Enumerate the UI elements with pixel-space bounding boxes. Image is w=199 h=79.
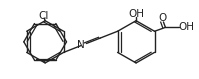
Text: O: O	[158, 13, 167, 23]
Text: N: N	[77, 40, 85, 50]
Text: Cl: Cl	[38, 11, 48, 21]
Text: OH: OH	[128, 9, 144, 19]
Text: OH: OH	[179, 22, 195, 32]
